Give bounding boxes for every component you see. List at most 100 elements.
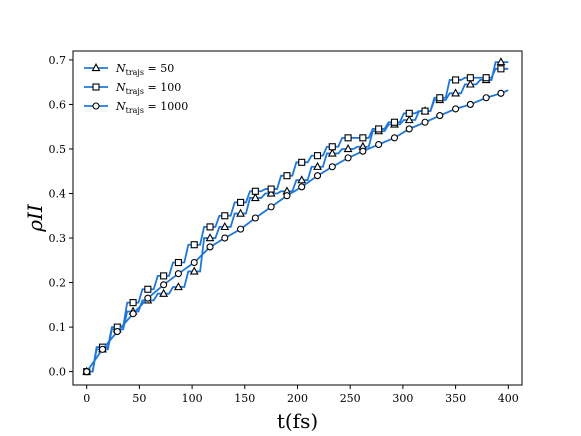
data-point [206, 223, 214, 231]
data-point [482, 94, 490, 102]
x-tick-label: 300 [392, 392, 413, 405]
data-point [113, 328, 121, 336]
x-tick-label: 100 [182, 392, 203, 405]
data-point [328, 143, 336, 151]
data-point [421, 107, 429, 115]
data-point [83, 368, 91, 376]
data-point [327, 148, 337, 157]
data-point [190, 258, 198, 267]
y-tick-label: 0.0 [49, 366, 67, 379]
data-point [313, 172, 322, 180]
data-point [390, 118, 399, 126]
data-point [313, 152, 322, 160]
y-tick-label: 0.3 [49, 232, 67, 245]
data-point [375, 140, 383, 149]
data-point [174, 270, 182, 278]
data-point [250, 193, 260, 202]
data-point [266, 188, 276, 197]
data-point [237, 198, 245, 206]
axes: 0 50 100 150 200 250 300 350 400 0.0 0.1 0.2 0.3 0.4 0… [23, 54, 519, 433]
data-point [173, 282, 183, 291]
data-point [466, 100, 474, 108]
legend-label: Ntrajs = 50 [115, 62, 174, 77]
x-tick-label: 50 [132, 392, 146, 405]
data-point [405, 125, 413, 133]
data-point [497, 65, 505, 73]
plot-frame [72, 50, 523, 386]
data-point [375, 125, 383, 133]
legend: Ntrajs = 50 Ntrajs = 100 Ntrajs = 1000 [84, 62, 188, 115]
data-point [451, 88, 461, 97]
series-line [86, 67, 509, 373]
data-point [482, 74, 490, 82]
y-axis-label: ρII [23, 203, 47, 233]
data-point [205, 233, 215, 242]
data-point [359, 134, 367, 142]
data-point [359, 147, 367, 155]
data-point [159, 288, 169, 297]
data-point [390, 134, 399, 142]
y-tick-label: 0.6 [49, 98, 67, 111]
data-point [221, 212, 229, 220]
series-circle [83, 89, 509, 376]
data-point [297, 175, 307, 184]
data-point [421, 118, 429, 126]
data-point [466, 74, 474, 82]
data-point [129, 299, 137, 307]
data-point [267, 203, 275, 211]
series-line [86, 61, 509, 373]
data-point [220, 221, 230, 231]
y-tick-label: 0.4 [49, 188, 67, 201]
data-point [98, 345, 107, 353]
series-line [85, 89, 509, 373]
data-point [206, 243, 214, 251]
data-point [405, 109, 413, 117]
data-point [328, 163, 336, 171]
data-point [190, 241, 198, 249]
data-point [267, 185, 275, 193]
y-tick-label: 0.5 [49, 143, 67, 156]
data-point [129, 310, 137, 318]
legend-label: Ntrajs = 100 [115, 81, 181, 96]
data-point [237, 225, 245, 233]
data-point [496, 57, 506, 66]
x-tick-label: 350 [445, 392, 466, 405]
data-point [221, 234, 229, 242]
data-point [344, 154, 352, 162]
data-point [436, 112, 444, 120]
data-point [283, 192, 291, 200]
data-point [298, 158, 306, 166]
y-tick-label: 0.1 [49, 321, 67, 334]
x-tick-label: 0 [83, 392, 90, 405]
data-point [452, 105, 460, 113]
data-point [497, 89, 505, 97]
x-tick-label: 200 [287, 392, 308, 405]
series-square [83, 65, 509, 376]
plot-area [72, 50, 523, 386]
data-point [144, 294, 152, 302]
data-point [313, 161, 322, 170]
legend-marker [92, 102, 100, 110]
data-point [160, 281, 168, 289]
legend-label: Ntrajs = 1000 [115, 100, 188, 115]
data-point [283, 172, 291, 180]
data-point [189, 266, 199, 275]
x-tick-label: 250 [340, 392, 361, 405]
legend-marker [91, 63, 101, 72]
data-point [344, 134, 352, 142]
data-point [144, 285, 152, 293]
x-tick-label: 400 [498, 392, 519, 405]
y-tick-label: 0.7 [49, 54, 67, 67]
data-point [251, 214, 259, 222]
data-point [298, 183, 306, 191]
legend-marker [92, 83, 100, 91]
data-point [343, 144, 353, 153]
series-group [82, 57, 509, 376]
x-tick-label: 150 [234, 392, 255, 405]
data-point [452, 76, 460, 84]
data-point [404, 115, 414, 124]
data-point [465, 79, 475, 88]
data-point [236, 208, 246, 217]
data-point [174, 258, 182, 267]
data-point [160, 272, 168, 280]
